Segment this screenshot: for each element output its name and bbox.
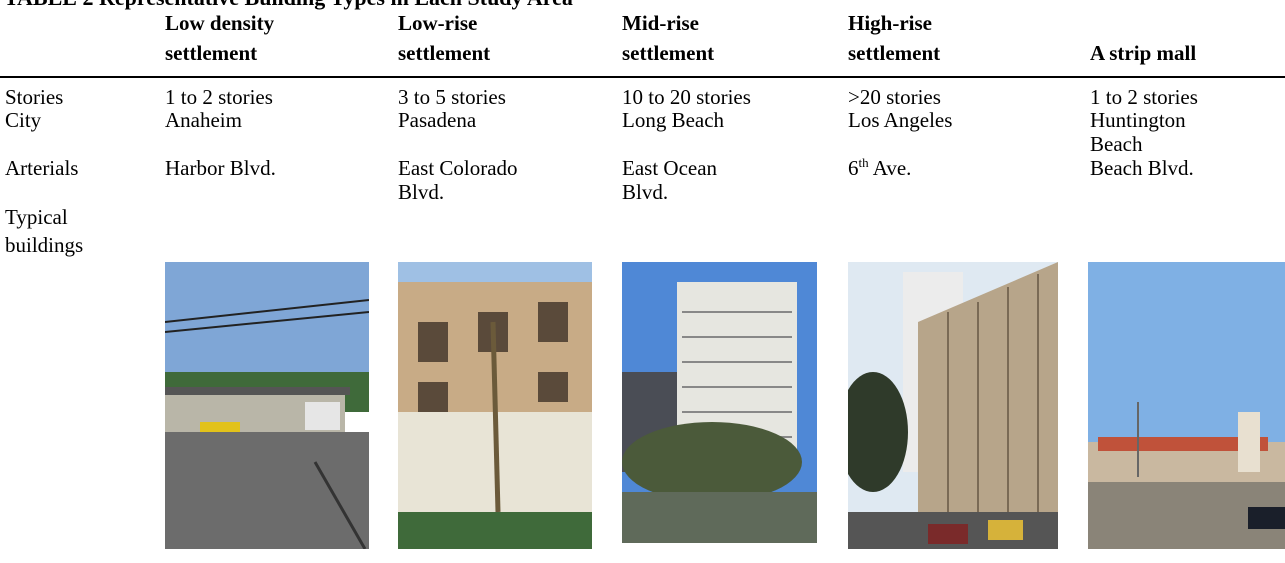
column-header: Low density: [165, 11, 275, 35]
cell: >20 stories: [848, 85, 941, 109]
cell: Beach Blvd.: [1090, 156, 1194, 180]
superscript: th: [858, 155, 869, 170]
column-header: settlement: [165, 41, 258, 65]
cell: Huntington: [1090, 108, 1186, 132]
cell: Beach: [1090, 132, 1143, 156]
photo: [848, 262, 1058, 549]
photo: [165, 262, 369, 549]
cell: 10 to 20 stories: [622, 85, 751, 109]
cell: Pasadena: [398, 108, 477, 132]
cell: 6th Ave.: [848, 156, 911, 180]
column-header: A strip mall: [1090, 41, 1197, 65]
cell: Blvd.: [398, 180, 445, 204]
cell: Los Angeles: [848, 108, 953, 132]
row-label: City: [5, 108, 42, 132]
photo: [622, 262, 817, 543]
cell: Harbor Blvd.: [165, 156, 276, 180]
text-part: 6: [848, 156, 859, 180]
table-title: TABLE 2 Representative Building Types in…: [4, 0, 573, 11]
cell: Blvd.: [622, 180, 669, 204]
column-header: settlement: [622, 41, 715, 65]
text-part: Ave.: [868, 156, 912, 180]
column-header: settlement: [398, 41, 491, 65]
photo: [398, 262, 592, 549]
row-label: Stories: [5, 85, 64, 109]
cell: 1 to 2 stories: [165, 85, 273, 109]
column-header: Low-rise: [398, 11, 478, 35]
row-label: Typical: [5, 205, 68, 229]
header-rule: [0, 76, 1285, 78]
column-header: settlement: [848, 41, 941, 65]
row-label: buildings: [5, 233, 84, 257]
photo: [1088, 262, 1285, 549]
column-header: Mid-rise: [622, 11, 699, 35]
cell: East Ocean: [622, 156, 718, 180]
cell: 1 to 2 stories: [1090, 85, 1198, 109]
cell: Long Beach: [622, 108, 725, 132]
cell: Anaheim: [165, 108, 242, 132]
column-header: High-rise: [848, 11, 932, 35]
cell: East Colorado: [398, 156, 518, 180]
cell: 3 to 5 stories: [398, 85, 506, 109]
row-label: Arterials: [5, 156, 79, 180]
